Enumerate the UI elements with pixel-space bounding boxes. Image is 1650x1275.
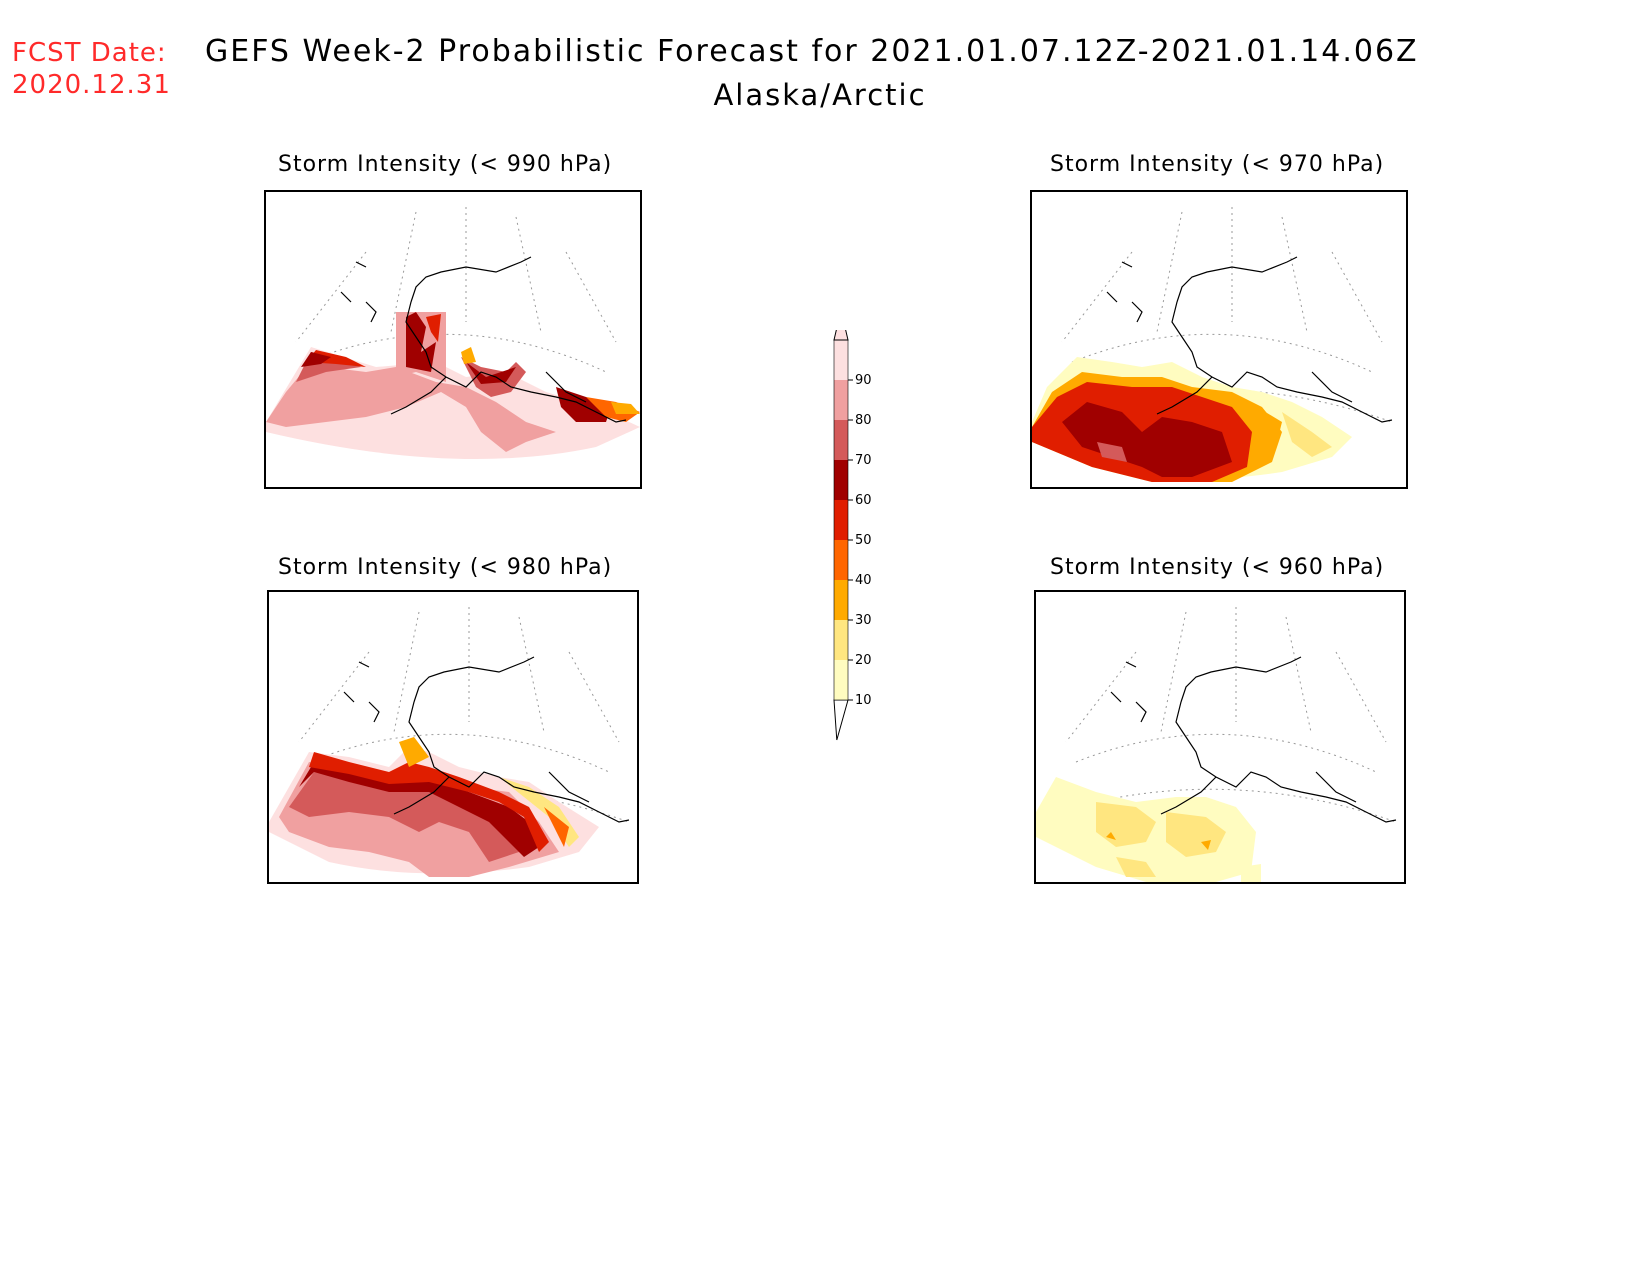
colorbar-label: 80: [855, 413, 872, 428]
colorbar-label: 20: [855, 653, 872, 668]
map-panel-980: [267, 590, 639, 884]
colorbar-swatch: [834, 580, 848, 620]
coastline: [1110, 656, 1397, 823]
colorbar-swatch: [834, 500, 848, 540]
panel-title-970: Storm Intensity (< 970 hPa): [1050, 152, 1385, 177]
map-graticule: [1051, 207, 1393, 423]
colorbar-swatch: [834, 660, 848, 700]
map-panel-970: [1030, 190, 1408, 489]
probability-shading-970: [1032, 357, 1352, 482]
panel-title-990: Storm Intensity (< 990 hPa): [278, 152, 613, 177]
colorbar-swatch: [834, 460, 848, 500]
colorbar-swatch: [834, 420, 848, 460]
colorbar-label: 40: [855, 573, 872, 588]
colorbar-swatch: [834, 620, 848, 660]
coastline: [343, 656, 630, 823]
colorbar-label: 30: [855, 613, 872, 628]
colorbar-label: 90: [855, 373, 872, 388]
forecast-date-value: 2020.12.31: [12, 70, 171, 100]
probability-shading-960: [1036, 777, 1261, 882]
map-graticule: [288, 607, 630, 823]
page-subtitle: Alaska/Arctic: [713, 78, 927, 112]
forecast-date-label: FCST Date:: [12, 38, 167, 68]
map-graticule: [1055, 607, 1397, 823]
map-graticule: [285, 207, 627, 423]
map-panel-990: [264, 190, 642, 489]
coastline: [340, 256, 627, 423]
probability-colorbar: 10 20 30 40 50 60 70 80 90: [833, 330, 872, 741]
colorbar-tail-top: [833, 330, 849, 341]
colorbar-swatch: [834, 340, 848, 380]
panel-title-980: Storm Intensity (< 980 hPa): [278, 555, 613, 580]
coastline: [1106, 256, 1393, 423]
colorbar-swatch: [834, 380, 848, 420]
map-panel-960: [1034, 590, 1406, 884]
probability-shading-980: [269, 737, 599, 877]
probability-shading-990: [266, 312, 640, 459]
colorbar-label: 50: [855, 533, 872, 548]
colorbar-outline: [833, 339, 849, 701]
colorbar-tail-bottom: [833, 699, 849, 741]
panel-title-960: Storm Intensity (< 960 hPa): [1050, 555, 1385, 580]
colorbar-label: 70: [855, 453, 872, 468]
colorbar-swatch: [834, 540, 848, 580]
colorbar-label: 60: [855, 493, 872, 508]
page-title: GEFS Week-2 Probabilistic Forecast for 2…: [205, 34, 1419, 69]
colorbar-label: 10: [855, 693, 872, 708]
